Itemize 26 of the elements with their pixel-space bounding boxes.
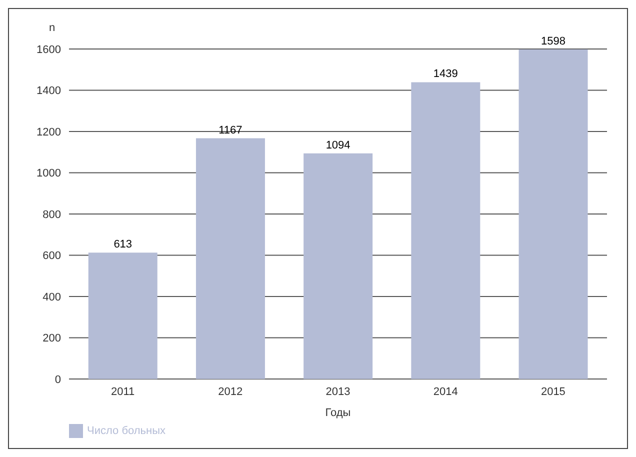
y-tick-label: 1200 [36,126,61,138]
bar [88,252,158,379]
x-tick-label: 2015 [540,386,566,398]
y-tick-label: 600 [42,250,61,262]
data-label: 1598 [541,35,566,48]
y-tick-label: 800 [42,208,61,221]
y-tick-label: 200 [42,332,61,345]
x-axis-title: Годы [325,407,351,419]
data-label: 1094 [326,139,350,152]
x-tick-label: 2012 [218,386,243,398]
x-tick-label: 2011 [110,386,135,398]
bar [411,82,480,379]
legend-label: Число больных [87,424,166,437]
x-tick-label: 2013 [326,386,350,398]
data-label: 613 [114,238,132,251]
bar [304,153,373,379]
y-tick-label: 1000 [36,168,61,180]
y-tick-label: 1400 [36,85,61,98]
data-label: 1439 [433,68,458,80]
bar [196,138,265,379]
y-tick-label: 400 [42,291,61,304]
bar [518,49,588,379]
y-axis-title: n [48,22,56,34]
y-tick-label: 1600 [36,44,61,56]
y-tick-label: 0 [54,374,61,386]
x-tick-label: 2014 [433,386,458,398]
